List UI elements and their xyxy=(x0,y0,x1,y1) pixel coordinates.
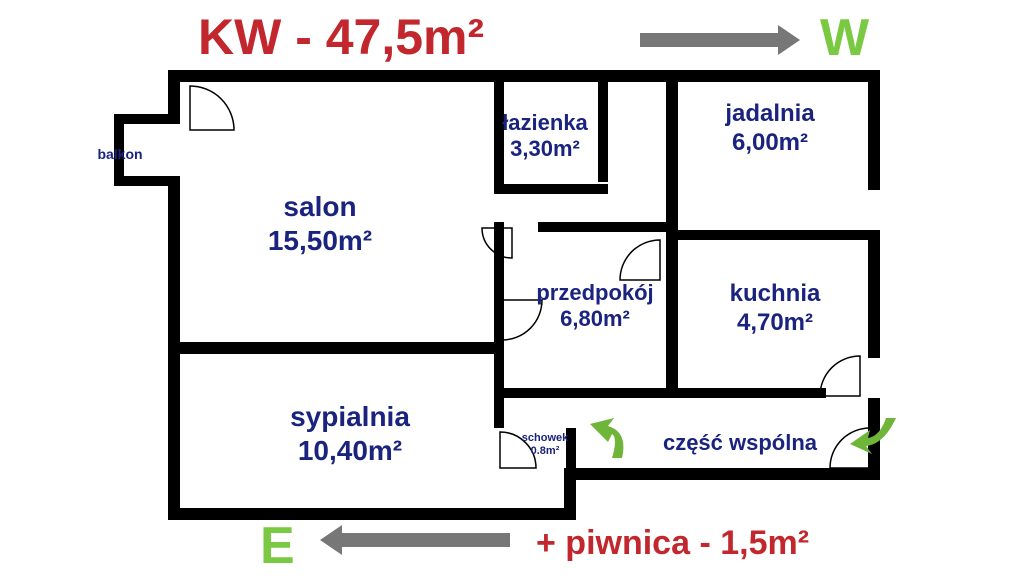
footer-piwnica: + piwnica - 1,5m² xyxy=(536,524,809,563)
wall-segment xyxy=(666,388,826,398)
room-name: łazienka xyxy=(465,110,625,136)
wall-segment xyxy=(494,342,504,428)
room-name: część wspólna xyxy=(660,430,820,456)
floorplan-stage: KW - 47,5m² + piwnica - 1,5m² W E balkon… xyxy=(0,0,1024,578)
room-area: 15,50m² xyxy=(240,224,400,258)
room-name: przedpokój xyxy=(515,280,675,306)
wall-segment xyxy=(868,70,880,190)
room-area: 4,70m² xyxy=(695,309,855,338)
room-name: schowek xyxy=(465,432,625,445)
room-name: jadalnia xyxy=(690,100,850,129)
room-label-lazienka: łazienka3,30m² xyxy=(465,110,625,163)
wall-segment xyxy=(494,184,608,194)
floorplan-svg xyxy=(0,0,1024,578)
wall-segment xyxy=(168,342,504,354)
title-total-area: KW - 47,5m² xyxy=(198,8,484,66)
wall-segment xyxy=(168,508,576,520)
room-area: 6,80m² xyxy=(515,306,675,332)
door-arc xyxy=(620,240,660,280)
wall-segment xyxy=(868,240,880,358)
room-label-kuchnia: kuchnia4,70m² xyxy=(695,280,855,338)
room-name: sypialnia xyxy=(270,400,430,434)
room-name: balkon xyxy=(40,146,200,163)
wall-segment xyxy=(538,222,676,232)
door-arc xyxy=(190,86,234,130)
direction-e: E xyxy=(260,516,295,576)
direction-arrow xyxy=(320,525,510,555)
wall-segment xyxy=(666,230,880,240)
direction-arrow xyxy=(640,25,800,55)
room-label-schowek: schowek0.8m² xyxy=(465,432,625,458)
wall-segment xyxy=(564,468,880,480)
room-area: 3,30m² xyxy=(465,136,625,162)
room-area: 10,40m² xyxy=(270,434,430,468)
room-label-wspolna: część wspólna xyxy=(660,430,820,456)
room-label-sypialnia: sypialnia10,40m² xyxy=(270,400,430,467)
room-name: kuchnia xyxy=(695,280,855,309)
wall-segment xyxy=(504,388,576,398)
wall-segment xyxy=(168,70,180,114)
room-area: 6,00m² xyxy=(690,129,850,158)
room-label-salon: salon15,50m² xyxy=(240,190,400,257)
room-area: 0.8m² xyxy=(465,445,625,458)
room-label-balkon: balkon xyxy=(40,146,200,163)
wall-segment xyxy=(168,70,880,82)
room-label-przedpokoj: przedpokój6,80m² xyxy=(515,280,675,333)
wall-segment xyxy=(576,388,676,398)
direction-w: W xyxy=(820,8,869,68)
room-label-jadalnia: jadalnia6,00m² xyxy=(690,100,850,158)
room-name: salon xyxy=(240,190,400,224)
